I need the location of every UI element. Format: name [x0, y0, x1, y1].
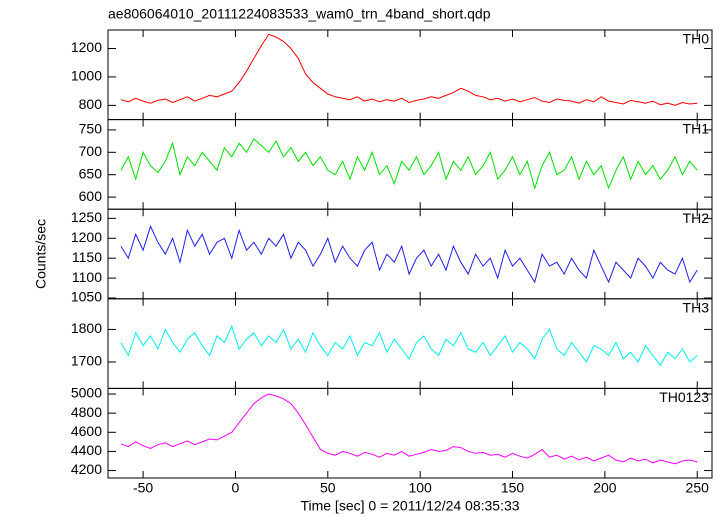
y-tick-label: 1000 — [71, 68, 102, 84]
y-tick-label: 4200 — [71, 461, 102, 477]
y-tick-label: 5000 — [71, 385, 102, 401]
panel-label: TH0 — [683, 31, 710, 47]
x-tick-label: -50 — [133, 480, 153, 496]
x-tick-label: 100 — [408, 480, 432, 496]
y-tick-label: 4800 — [71, 404, 102, 420]
y-tick-label: 4400 — [71, 442, 102, 458]
y-tick-label: 1100 — [72, 269, 102, 285]
y-tick-label: 650 — [79, 165, 103, 181]
x-tick-label: 150 — [501, 480, 525, 496]
light-curve — [120, 138, 698, 190]
y-tick-label: 1200 — [71, 39, 102, 55]
y-tick-label: 1800 — [71, 320, 102, 336]
y-tick-label: 800 — [79, 96, 103, 112]
y-tick-label: 4600 — [71, 423, 102, 439]
x-tick-label: 0 — [232, 480, 240, 496]
light-curve — [120, 393, 698, 465]
light-curve — [120, 33, 698, 106]
panel-label: TH2 — [683, 210, 710, 226]
x-tick-label: 50 — [320, 480, 336, 496]
panel-frame — [107, 29, 713, 121]
y-tick-label: 1150 — [72, 249, 102, 265]
light-curve — [120, 324, 698, 367]
panel-frame — [107, 387, 713, 479]
panel-frame — [107, 298, 713, 389]
panel-frame — [107, 208, 713, 300]
chart-title: ae806064010_20111224083533_wam0_trn_4ban… — [108, 6, 491, 22]
y-tick-label: 1250 — [71, 209, 102, 225]
y-tick-label: 750 — [79, 121, 103, 137]
y-tick-label: 1050 — [71, 289, 102, 305]
y-axis-label: Counts/sec — [33, 219, 49, 289]
x-tick-label: 200 — [593, 480, 617, 496]
y-tick-label: 600 — [79, 188, 103, 204]
panel-frame — [107, 119, 713, 210]
y-tick-label: 1200 — [71, 229, 102, 245]
y-tick-label: 700 — [79, 143, 103, 159]
y-tick-label: 1700 — [71, 353, 102, 369]
panel-label: TH1 — [683, 120, 710, 136]
panel-label: TH0123 — [659, 389, 709, 405]
x-axis-label: Time [sec] 0 = 2011/12/24 08:35:33 — [300, 498, 519, 514]
light-curve — [120, 224, 698, 284]
x-tick-label: 250 — [686, 480, 710, 496]
panel-label: TH3 — [683, 300, 710, 316]
